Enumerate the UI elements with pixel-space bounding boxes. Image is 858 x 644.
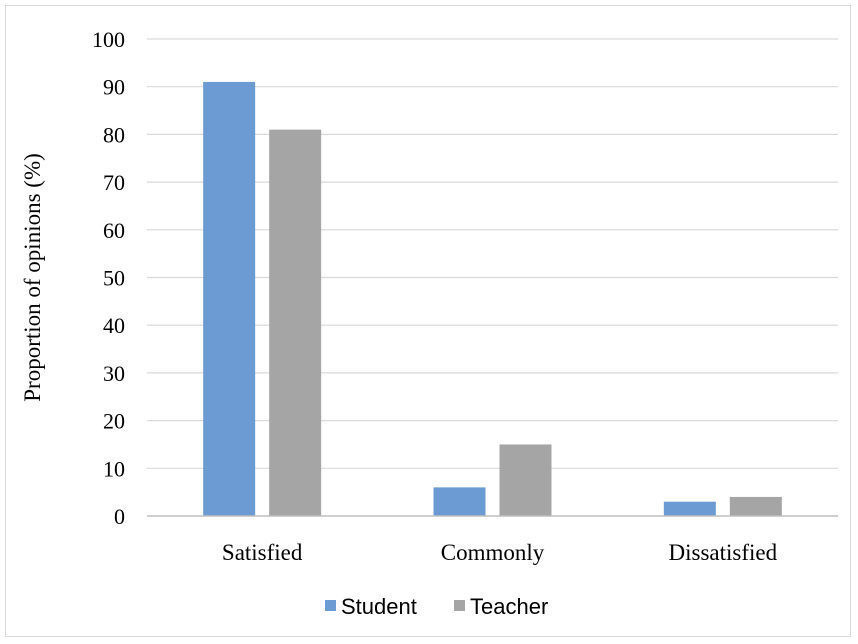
x-category-label: Commonly — [441, 540, 545, 565]
bar-teacher-dissatisfied — [729, 496, 782, 516]
y-tick-label: 30 — [103, 361, 125, 386]
legend-swatch-student — [325, 600, 336, 611]
bar-teacher-commonly — [499, 444, 552, 516]
bar-student-dissatisfied — [663, 501, 716, 516]
y-tick-label: 100 — [92, 27, 125, 52]
y-tick-label: 90 — [103, 75, 125, 100]
x-category-label: Satisfied — [222, 540, 303, 565]
bar-student-satisfied — [203, 81, 256, 517]
y-tick-label: 40 — [103, 313, 125, 338]
y-tick-label: 60 — [103, 218, 125, 243]
y-tick-label: 10 — [103, 456, 125, 481]
legend-label-student: Student — [341, 594, 417, 619]
y-tick-label: 50 — [103, 266, 125, 291]
bars — [203, 81, 782, 517]
legend: Student Teacher — [325, 594, 548, 619]
bar-teacher-satisfied — [269, 129, 322, 516]
x-category-label: Dissatisfied — [669, 540, 778, 565]
chart-frame — [5, 5, 851, 637]
gridlines — [147, 38, 838, 469]
legend-label-teacher: Teacher — [470, 594, 548, 619]
y-tick-label: 80 — [103, 122, 125, 147]
x-axis-categories: Satisfied Commonly Dissatisfied — [222, 540, 778, 565]
legend-swatch-teacher — [454, 600, 465, 611]
y-axis-label: Proportion of opinions (%) — [20, 153, 45, 402]
bar-student-commonly — [433, 487, 486, 516]
y-tick-label: 20 — [103, 409, 125, 434]
y-tick-label: 70 — [103, 170, 125, 195]
y-tick-label: 0 — [114, 504, 125, 529]
y-axis-ticks: 0 10 20 30 40 50 60 70 80 90 100 — [92, 27, 125, 529]
